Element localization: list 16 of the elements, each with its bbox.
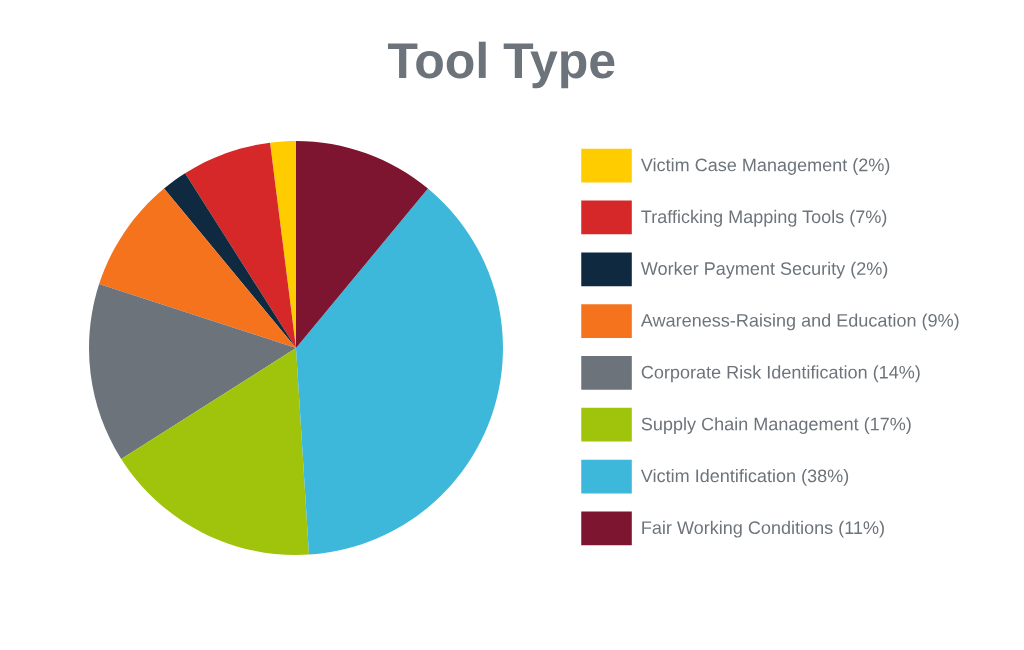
legend-label: Fair Working Conditions (11%) <box>642 520 884 538</box>
legend-label: Victim Identification (38%) <box>640 468 849 486</box>
legend-label: Supply Chain Management (17%) <box>641 417 911 434</box>
chart-title: Tool Type <box>387 41 615 89</box>
pie-slice <box>296 188 503 555</box>
pie-slice <box>99 188 296 348</box>
pie-slice <box>296 141 428 348</box>
legend-label: Trafficking Mapping Tools (7%) <box>641 209 887 227</box>
legend-label: Corporate Risk Identification (14%) <box>641 365 920 383</box>
legend-label: Victim Case Management (2%) <box>640 158 890 175</box>
legend-label: Worker Payment Security (2%) <box>640 261 888 279</box>
legend-label: Awareness-Raising and Education (9%) <box>640 313 959 331</box>
pie-slice <box>164 173 296 348</box>
pie-slice <box>89 284 296 459</box>
pie-slice <box>185 142 296 348</box>
pie-slice <box>121 348 309 555</box>
